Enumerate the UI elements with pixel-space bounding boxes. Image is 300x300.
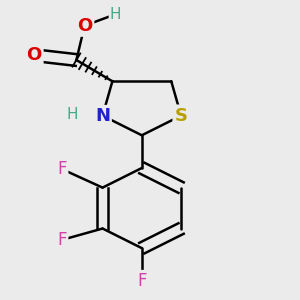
Text: H: H (67, 106, 78, 122)
Text: F: F (137, 272, 147, 290)
Text: F: F (57, 160, 66, 178)
Text: O: O (77, 17, 92, 35)
Text: N: N (95, 106, 110, 124)
Text: H: H (110, 7, 122, 22)
Text: O: O (26, 46, 41, 64)
Text: F: F (57, 231, 66, 249)
Text: S: S (175, 106, 188, 124)
